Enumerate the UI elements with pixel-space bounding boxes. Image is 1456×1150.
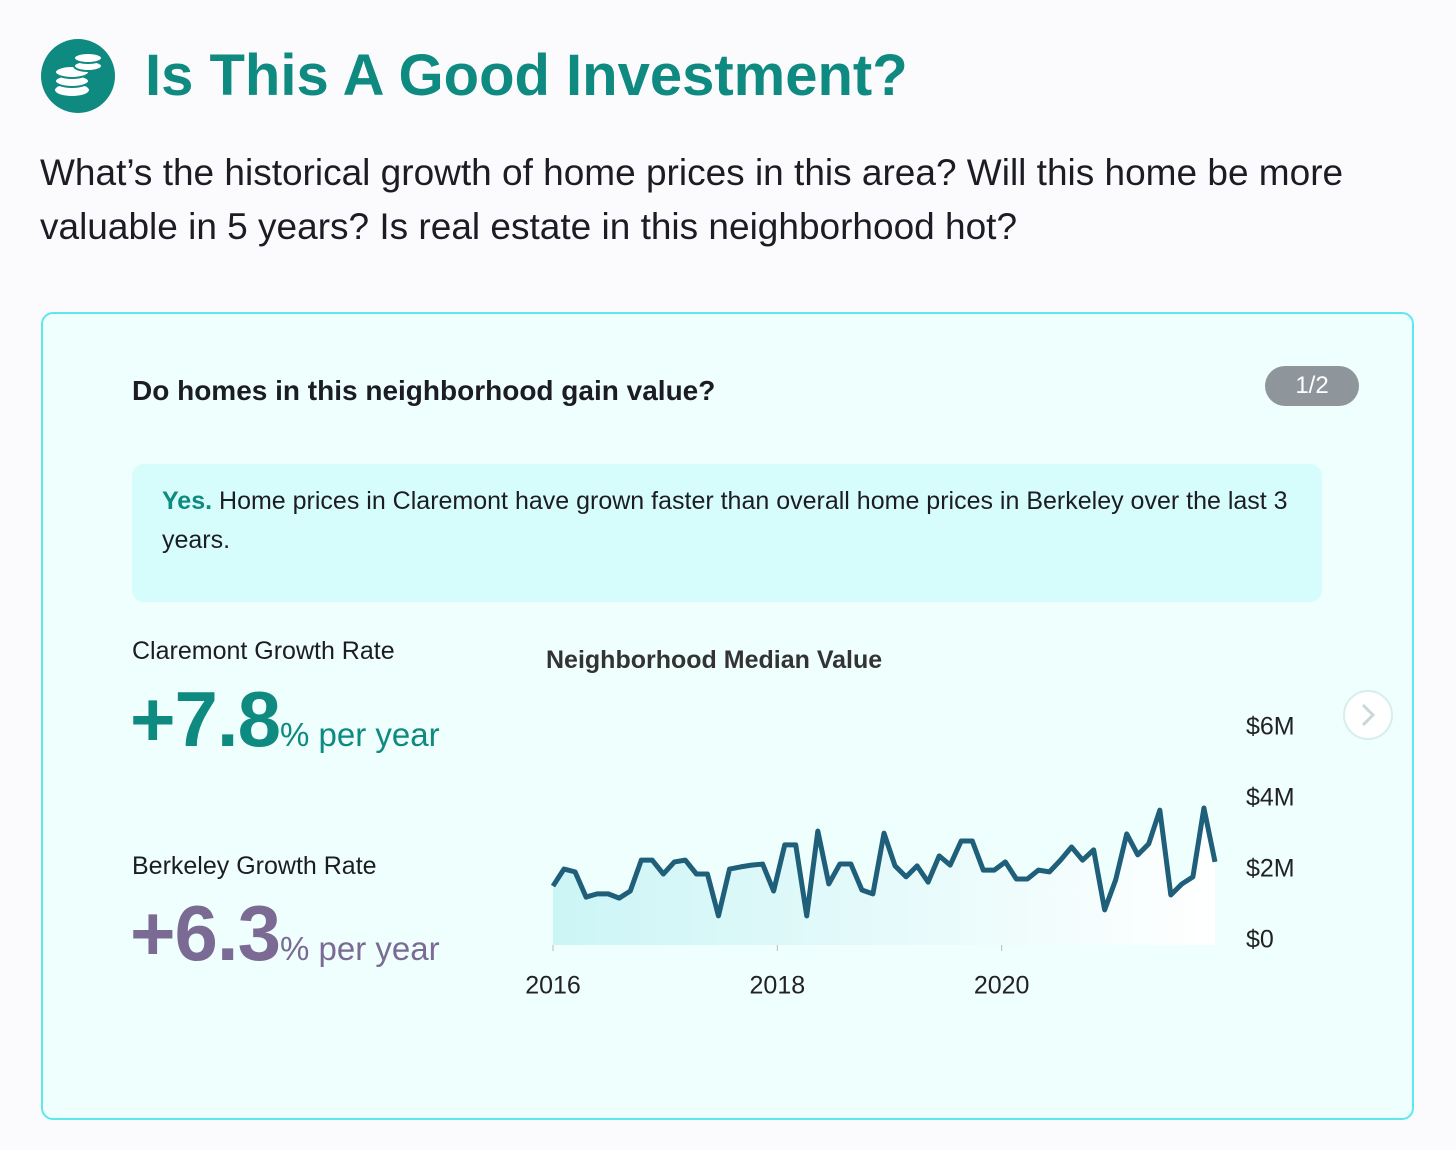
stat-label: Claremont Growth Rate xyxy=(132,637,395,665)
y-tick-label: $2M xyxy=(1246,855,1295,883)
pager: 1/2 xyxy=(1265,366,1359,406)
area xyxy=(553,807,1216,945)
stat-unit: % per year xyxy=(279,930,440,967)
answer-text: Home prices in Claremont have grown fast… xyxy=(162,487,1288,554)
x-tick-label: 2016 xyxy=(525,972,581,1000)
stat: +6.3% per year xyxy=(130,888,440,979)
x-tick-label: 2018 xyxy=(750,972,806,1000)
title: Is This A Good Investment? xyxy=(145,43,908,108)
stat-value: +6.3 xyxy=(130,889,281,977)
question: Do homes in this neighborhood gain value… xyxy=(132,375,716,406)
x-tick-label: 2020 xyxy=(974,972,1030,1000)
stat-label: Berkeley Growth Rate xyxy=(132,852,377,880)
answer-lead: Yes. xyxy=(162,487,213,515)
coins-icon xyxy=(41,39,115,113)
stat: +7.8% per year xyxy=(130,674,440,765)
stat-unit: % per year xyxy=(279,716,440,753)
answer-box: Yes. Home prices in Claremont have grown… xyxy=(132,464,1322,602)
card xyxy=(41,312,1414,1120)
line xyxy=(550,805,1218,919)
y-tick-label: $0 xyxy=(1246,926,1274,954)
stat-value: +7.8 xyxy=(130,675,281,763)
subtitle: What’s the historical growth of home pri… xyxy=(40,152,1344,247)
next-button[interactable] xyxy=(1343,690,1393,740)
y-tick-label: $4M xyxy=(1246,784,1295,812)
chart-title: Neighborhood Median Value xyxy=(546,646,883,674)
y-tick-label: $6M xyxy=(1246,713,1295,741)
